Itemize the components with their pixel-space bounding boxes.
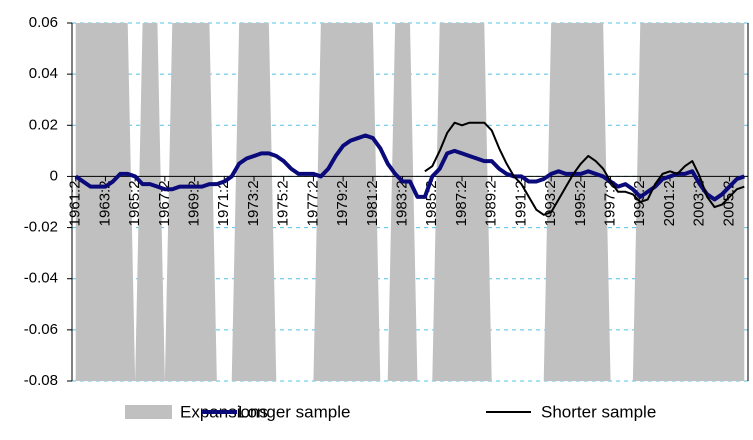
x-tick-label: 1987:2 [453, 180, 470, 226]
legend-label: Longer sample [238, 402, 350, 421]
y-tick-label: -0.04 [24, 270, 58, 287]
y-tick-label: 0.02 [29, 116, 58, 133]
x-tick-label: 1997:2 [602, 180, 619, 226]
x-tick-label: 1965:2 [126, 180, 143, 226]
y-tick-label: -0.08 [24, 372, 58, 389]
y-tick-label: 0.04 [29, 65, 58, 82]
x-tick-label: 1977:2 [304, 180, 321, 226]
x-tick-label: 1963:2 [96, 180, 113, 226]
x-tick-label: 1989:2 [483, 180, 500, 226]
y-tick-label: -0.02 [24, 219, 58, 236]
x-tick-label: 1973:2 [245, 180, 262, 226]
x-tick-label: 1999:2 [631, 180, 648, 226]
y-tick-label: -0.06 [24, 321, 58, 338]
y-tick-label: 0 [50, 167, 58, 184]
x-tick-label: 1991:2 [512, 180, 529, 226]
legend-label: Shorter sample [541, 402, 656, 421]
x-tick-label: 1985:2 [423, 180, 440, 226]
x-tick-label: 2003:2 [691, 180, 708, 226]
x-tick-label: 2001:2 [661, 180, 678, 226]
x-tick-label: 1979:2 [334, 180, 351, 226]
x-tick-label: 1975:2 [275, 180, 292, 226]
series-line [74, 133, 745, 202]
x-tick-label: 1967:2 [156, 180, 173, 226]
series-line [424, 121, 745, 216]
x-tick-label: 1981:2 [364, 180, 381, 226]
expansion-area [75, 23, 745, 381]
x-tick-label: 1969:2 [186, 180, 203, 226]
x-tick-label: 1983:2 [394, 180, 411, 226]
x-tick-label: 1995:2 [572, 180, 589, 226]
x-tick-label: 1971:2 [215, 180, 232, 226]
y-tick-label: 0.06 [29, 14, 58, 31]
legend-swatch [125, 405, 172, 419]
x-tick-label: 1961:2 [67, 180, 84, 226]
